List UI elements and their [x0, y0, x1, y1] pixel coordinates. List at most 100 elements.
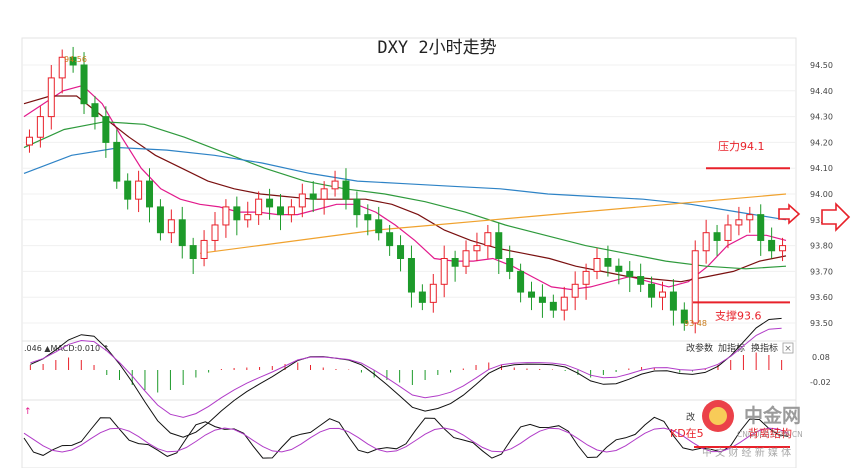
candle-body [658, 291, 666, 298]
candle-body [506, 258, 514, 272]
watermark-slogan: 中 文 财 经 新 媒 体 [702, 446, 791, 459]
moving-average-lines [23, 84, 787, 291]
moving-average-line [23, 84, 787, 291]
candle-body [146, 180, 154, 208]
candle-body [397, 245, 405, 260]
arrow-small-icon [778, 203, 801, 225]
macd-dea-line [30, 327, 782, 418]
macd-toolbar: 改参数 加指标 换指标 × [686, 342, 794, 354]
switch-indicator-button[interactable]: 换指标 [751, 342, 778, 354]
main-y-axis: 94.5094.4094.3094.2094.1094.0093.9093.80… [810, 61, 833, 328]
moving-average-line [23, 95, 787, 283]
kd-d-line [23, 427, 789, 453]
y-tick-label: 94.40 [810, 87, 833, 96]
y-tick-label: 93.60 [810, 293, 833, 302]
candle-body [440, 258, 448, 285]
candle-body [582, 270, 590, 285]
y-tick-label: 94.30 [810, 113, 833, 122]
candle-body [309, 193, 317, 200]
candle-body [113, 141, 121, 182]
candle-body [58, 56, 66, 79]
kd-annotation-label: KD在5 [670, 427, 704, 440]
candle-body [626, 270, 634, 278]
y-tick-label: 94.10 [810, 164, 833, 173]
candle-body [680, 309, 688, 324]
candle-body [375, 219, 383, 234]
candle-body [768, 239, 776, 252]
add-indicator-button[interactable]: 加指标 [718, 342, 745, 354]
candle-body [560, 296, 568, 311]
change-params-button[interactable]: 改参数 [686, 342, 713, 354]
candle-body [538, 296, 546, 303]
candle-body [276, 206, 284, 216]
candle-body [91, 103, 99, 118]
candle-body [691, 250, 699, 324]
resistance-label: 压力94.1 [718, 140, 765, 153]
macd-lines [30, 317, 782, 438]
candle-body [342, 180, 350, 200]
candle-body [735, 219, 743, 226]
candle-body [746, 214, 754, 221]
candle-body [473, 245, 481, 252]
candle-body [429, 283, 437, 303]
macd-header: .046 ▲MACD:0.010 ↑ [24, 344, 109, 353]
candle-body [167, 219, 175, 234]
candle-body [124, 180, 132, 200]
arrow-large-icon [821, 202, 851, 232]
close-icon[interactable] [782, 342, 794, 354]
candle-body [156, 206, 164, 234]
kd-k-line [23, 416, 789, 459]
candle-body [47, 77, 55, 118]
kd-lines [23, 416, 789, 459]
candle-body [549, 301, 557, 311]
y-tick-label: 94.20 [810, 138, 833, 147]
candle-body [200, 239, 208, 260]
watermark-domain: CNGOLD.COM.CN [737, 430, 803, 439]
kd-annotation-label-2: 背离结构 [748, 426, 792, 440]
moving-average-line [23, 121, 787, 270]
kd-marker: ↑ [24, 407, 32, 417]
y-tick-label: 94.50 [810, 61, 833, 70]
high-marker-label: 94.56 [64, 55, 87, 64]
candle-body [36, 116, 44, 138]
candle-body [757, 214, 765, 241]
y-tick-label: 93.70 [810, 267, 833, 276]
candle-body [80, 64, 88, 105]
close-icon-glyph: × [784, 344, 792, 354]
candle-body [244, 214, 252, 221]
candle-body [178, 219, 186, 247]
candle-body [298, 193, 306, 208]
moving-average-line [23, 146, 787, 221]
candle-body [222, 206, 230, 226]
candle-body [615, 265, 623, 272]
candle-body [189, 245, 197, 260]
candle-body [211, 224, 219, 241]
candle-body [571, 283, 579, 298]
low-marker-label: 93.48 [684, 319, 707, 328]
candle-body [69, 56, 77, 66]
candle-body [331, 180, 339, 190]
candle-body [593, 258, 601, 272]
candle-body [25, 136, 33, 146]
candle-body [702, 232, 710, 252]
candle-body [102, 116, 110, 143]
candle-body [255, 198, 263, 216]
y-tick-label: 93.50 [810, 319, 833, 328]
support-label: 支撑93.6 [715, 308, 762, 322]
candle-body [669, 291, 677, 311]
candle-body [484, 232, 492, 247]
y-tick-label: 93.80 [810, 242, 833, 251]
candle-body [386, 232, 394, 247]
candlestick-series [25, 46, 787, 334]
macd-ytick-top: 0.08 [812, 353, 830, 362]
candle-body [364, 214, 372, 221]
candle-body [353, 198, 361, 216]
candle-body [407, 258, 415, 293]
candle-body [648, 283, 656, 298]
chart-title: DXY 2小时走势 [377, 38, 496, 58]
moving-average-line [199, 193, 787, 254]
kd-change-params-button[interactable]: 改 [686, 411, 695, 423]
candle-body [266, 198, 274, 208]
candle-body [233, 206, 241, 221]
